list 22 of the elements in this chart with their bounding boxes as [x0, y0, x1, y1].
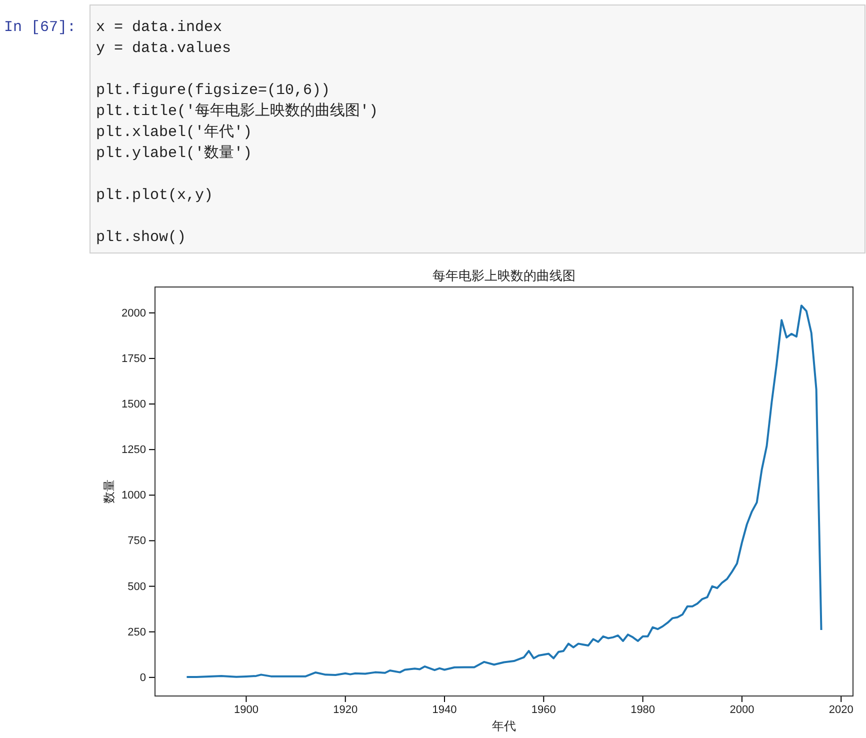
text: In [67]: [4, 19, 76, 36]
x-tick-label: 2020 [828, 704, 854, 716]
x-tick-label: 1940 [432, 704, 457, 716]
y-tick-label: 500 [128, 580, 146, 593]
y-axis-title: 数量 [102, 480, 116, 504]
y-tick-label: 0 [140, 672, 146, 684]
y-tick-label: 1000 [122, 490, 146, 502]
x-axis-title: 年代 [492, 719, 516, 733]
y-tick-label: 1500 [122, 398, 146, 411]
x-tick-label: 1900 [234, 704, 258, 716]
y-tick-label: 750 [128, 535, 146, 548]
chart-title: 每年电影上映数的曲线图 [432, 269, 576, 284]
line-series [186, 304, 822, 678]
text: x = data.index y = data.values plt.figure(figsize=(10,6)) plt.title('每年电影上映数的曲线图') plt.xlabel('年代') plt.ylabel('数量') plt.plot(x,y) plt.show() [96, 19, 378, 246]
y-tick-label: 250 [128, 626, 146, 638]
y-tick-label: 1250 [122, 444, 146, 456]
y-tick-label: 1750 [122, 352, 146, 365]
x-tick-label: 1980 [630, 704, 656, 716]
x-tick-label: 1960 [531, 704, 556, 716]
y-tick-label: 2000 [122, 307, 146, 320]
x-tick-label: 2000 [730, 704, 754, 716]
x-tick-label: 1920 [333, 704, 358, 716]
